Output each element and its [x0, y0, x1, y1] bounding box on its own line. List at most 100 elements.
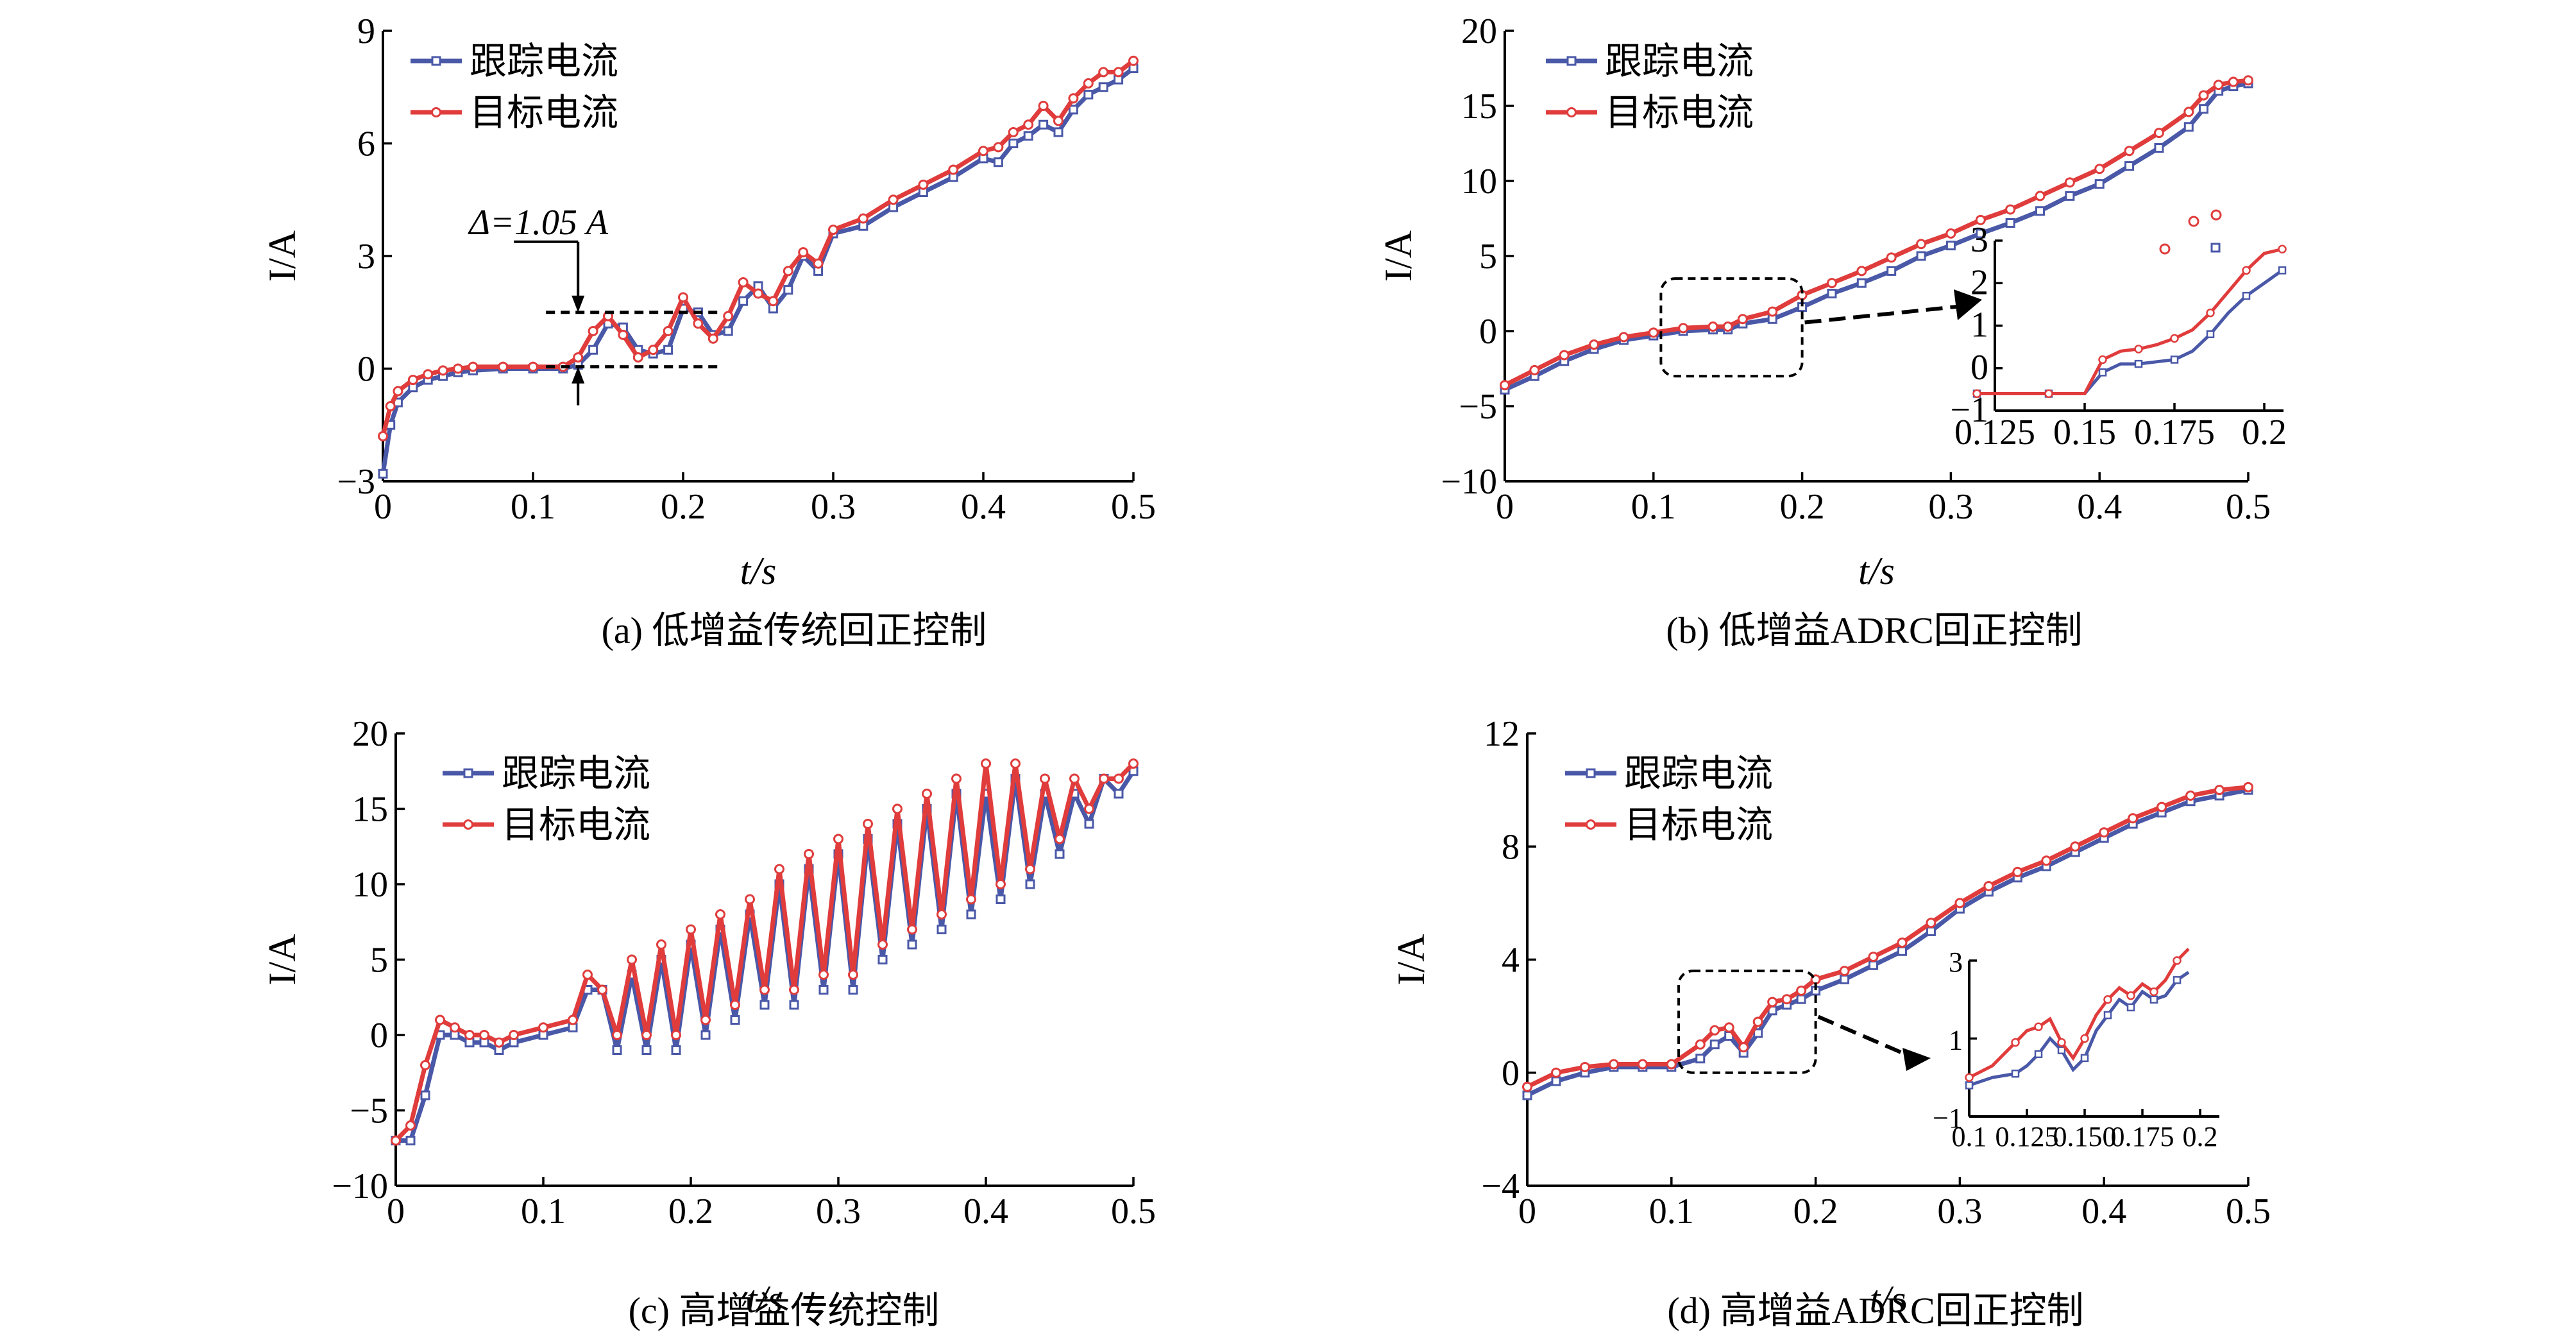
y-tick-label: 0 [1479, 312, 1497, 352]
x-tick-label: 0.2 [1793, 1192, 1838, 1231]
series-target-point [833, 834, 843, 844]
series-tracking-point [612, 1045, 622, 1055]
series-target-point [1099, 773, 1109, 784]
series-target-point [2041, 855, 2052, 866]
x-tick-label: 0.2 [661, 487, 706, 527]
series-tracking-point [1522, 1090, 1532, 1100]
series-tracking-point [1068, 105, 1078, 115]
series-target-point [730, 1000, 740, 1010]
series-target-point [528, 361, 538, 372]
series-target-point [2185, 790, 2196, 801]
y-tick-label: −4 [1481, 1167, 1520, 1206]
panel-caption: (c) 高增益传统控制 [629, 1290, 940, 1331]
series-target-point [1945, 228, 1956, 239]
series-tracking-point [1709, 1039, 1720, 1050]
x-tick-label: 0.3 [811, 487, 856, 527]
series-target-point [582, 970, 593, 980]
series-target-point [1083, 78, 1094, 89]
series-target-point [1559, 350, 1570, 361]
series-tracking-point [1023, 131, 1033, 141]
inset-point [2044, 389, 2053, 398]
y-axis-label: I/A [1390, 934, 1432, 986]
series-target-point [2157, 801, 2167, 812]
series-tracking-point [1695, 1054, 1706, 1064]
series-tracking-point [2005, 218, 2015, 228]
x-tick-label: 0 [374, 487, 392, 527]
series-tracking-point [1551, 1076, 1561, 1086]
x-tick-label: 0.1 [521, 1192, 566, 1231]
inset-point [2103, 995, 2112, 1004]
series-target-point [2124, 146, 2135, 157]
panel-c: 0 0.1 0.2 0.3 0.4 0.5 −10 −5 0 5 10 15 20 t/s I/A 跟踪电流目… [261, 714, 1156, 1331]
panel-b: 0 0.1 0.2 0.3 0.4 0.5−10−505101520t/sI/A跟踪电流目… [1377, 12, 2287, 651]
y-tick-label: −10 [332, 1167, 388, 1206]
x-tick-label: 0 [1518, 1192, 1536, 1231]
y-tick-label: 0 [357, 350, 375, 389]
x-axis-label: t/s [1858, 550, 1895, 592]
y-tick-label: 4 [1502, 941, 1520, 980]
series-target-point [2243, 75, 2253, 86]
series-target-point [378, 431, 388, 441]
x-tick-label: 0.4 [963, 1192, 1008, 1231]
series-target-point [951, 773, 962, 784]
series-target-point [2128, 813, 2139, 824]
series-tracking-point [420, 1090, 430, 1100]
series-target-point [1666, 1059, 1677, 1070]
series-target-point [1068, 93, 1079, 104]
series-target-point [863, 819, 873, 829]
series-target-point [1954, 898, 1965, 909]
series-target-point [1040, 773, 1050, 784]
series-target-point [1529, 364, 1540, 375]
stray-marker [2188, 216, 2199, 227]
inset-x-tick-label: 0.125 [1996, 1121, 2059, 1152]
legend-entry: 目标电流 [1605, 90, 1754, 134]
series-tracking-point [2198, 104, 2208, 114]
x-tick-label: 0.3 [1937, 1192, 1982, 1231]
inset-point [2034, 1050, 2043, 1059]
series-target-point [435, 1014, 445, 1025]
inset-point [1965, 1073, 1974, 1082]
inset-point [2170, 334, 2179, 343]
inset-point [2098, 355, 2107, 364]
series-tracking-point [1025, 879, 1035, 889]
series-tracking-point [1114, 789, 1124, 799]
inset-point [2011, 1069, 2020, 1078]
series-target-point [2153, 128, 2164, 139]
inset-point [2126, 991, 2135, 1000]
y-tick-label: 15 [1461, 87, 1497, 126]
legend-marker [463, 768, 473, 778]
series-target-point [918, 179, 929, 190]
series-target-point [1868, 952, 1879, 962]
zoom-box [1677, 970, 1817, 1074]
stray-marker [2159, 243, 2171, 255]
series-target-point [405, 1120, 416, 1131]
series-tracking-point [907, 939, 917, 950]
inset-point [2034, 1022, 2043, 1032]
inset-point [2278, 266, 2287, 275]
series-target-point [774, 864, 784, 875]
series-target-point [700, 1014, 711, 1025]
series-tracking-point [2035, 206, 2045, 216]
y-tick-label: −5 [350, 1091, 388, 1131]
x-tick-label: 0 [1496, 487, 1514, 527]
series-target-point [618, 329, 629, 340]
inset-point [2080, 1054, 2089, 1063]
series-target-point [671, 1030, 681, 1040]
series-target-point [2005, 204, 2016, 215]
series-tracking-point [405, 1136, 416, 1145]
inset-x-tick-label: 0.2 [2183, 1121, 2218, 1152]
inset-y-tick-label: 2 [1970, 262, 1988, 302]
zoom-arrowhead [1954, 289, 1982, 320]
series-tracking-point [641, 1045, 652, 1055]
series-target-point [1839, 966, 1850, 977]
y-axis-label: I/A [261, 934, 303, 986]
legend-entry: 目标电流 [502, 803, 650, 846]
inset-point [1965, 1081, 1974, 1090]
y-tick-label: 12 [1484, 714, 1520, 754]
inset-y-tick-label: 0 [1970, 348, 1988, 388]
series-tracking-point [1827, 289, 1837, 298]
panel-d: 0 0.1 0.2 0.3 0.4 0.5−404812t/sI/A跟踪电流目标电流(d)… [1390, 714, 2271, 1331]
series-tracking-point [818, 985, 829, 995]
